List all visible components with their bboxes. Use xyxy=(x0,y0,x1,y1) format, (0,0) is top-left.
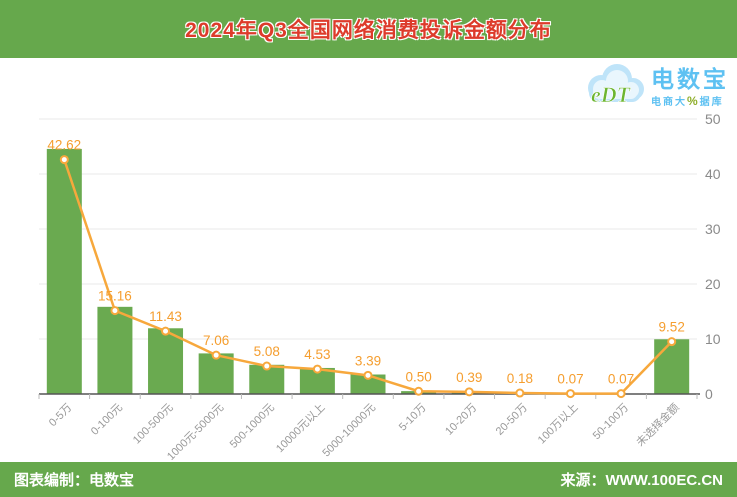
svg-text:eDT: eDT xyxy=(591,82,632,107)
data-point-marker xyxy=(211,350,221,360)
x-axis-category-label: 20-50万 xyxy=(494,402,530,438)
data-point-marker xyxy=(414,386,424,396)
header-bar: 2024年Q3全国网络消费投诉金额分布 xyxy=(0,0,737,58)
y-axis-tick-label: 30 xyxy=(705,221,721,237)
chart-area: 0 10 20 30 40 50 0-5万 0-100元 100-500元 1000元-5000元… xyxy=(0,58,737,462)
value-label: 0.39 xyxy=(456,370,482,385)
value-label: 4.53 xyxy=(304,347,330,362)
value-label: 0.07 xyxy=(608,372,634,387)
y-axis-tick-label: 20 xyxy=(705,276,721,292)
data-point-marker xyxy=(565,389,575,399)
x-axis-category-label: 50-100万 xyxy=(591,402,631,442)
data-point-marker xyxy=(363,370,373,380)
edt-cloud-logo-icon: eDT xyxy=(581,62,647,114)
bar xyxy=(97,306,133,394)
x-axis-category-label: 0-5万 xyxy=(47,402,75,430)
x-axis-category-label: 100-500元 xyxy=(131,402,176,447)
data-point-marker xyxy=(616,389,626,399)
value-label: 5.08 xyxy=(254,344,280,359)
data-point-marker xyxy=(464,387,474,397)
value-label: 0.50 xyxy=(405,369,431,384)
value-label: 15.16 xyxy=(98,289,132,304)
bar xyxy=(46,148,82,394)
y-axis-tick-label: 10 xyxy=(705,331,721,347)
edt-logo-name: 电数宝 xyxy=(651,66,729,92)
value-label: 11.43 xyxy=(149,309,182,324)
value-label: 0.18 xyxy=(507,371,533,386)
bar xyxy=(198,353,234,394)
edt-logo-text: 电数宝 电商大%据库 xyxy=(651,68,729,108)
x-axis-category-label: 5-10万 xyxy=(397,402,429,434)
y-axis-tick-label: 50 xyxy=(705,111,721,127)
data-point-marker xyxy=(110,306,120,316)
chart-title: 2024年Q3全国网络消费投诉金额分布 xyxy=(185,19,552,42)
y-axis-tick-label: 0 xyxy=(705,386,713,402)
bar xyxy=(654,339,690,394)
y-axis-tick-label: 40 xyxy=(705,166,721,182)
x-axis-category-label: 10000元以上 xyxy=(273,401,327,455)
value-label: 9.52 xyxy=(659,320,685,335)
data-point-marker xyxy=(161,326,171,336)
x-axis-category-label: 5000-10000元 xyxy=(320,402,378,460)
x-axis-category-label: 未选择金额 xyxy=(633,400,682,449)
data-point-marker xyxy=(312,364,322,374)
value-label: 42.62 xyxy=(47,138,81,153)
value-label: 0.07 xyxy=(557,372,583,387)
data-point-marker xyxy=(515,388,525,398)
footer-source: 来源：WWW.100EC.CN xyxy=(560,472,723,489)
edt-logo: eDT 电数宝 电商大%据库 xyxy=(581,60,733,116)
data-point-marker xyxy=(59,155,69,165)
x-axis-category-label: 500-1000元 xyxy=(228,402,277,451)
bar xyxy=(148,328,184,394)
footer-credit: 图表编制：电数宝 xyxy=(14,472,135,489)
x-axis-category-label: 0-100元 xyxy=(89,402,125,438)
footer-bar: 图表编制：电数宝 来源：WWW.100EC.CN xyxy=(0,462,737,497)
edt-logo-subtitle: 电商大%据库 xyxy=(651,94,724,108)
data-point-marker xyxy=(262,361,272,371)
value-label: 7.06 xyxy=(203,333,229,348)
value-label: 3.39 xyxy=(355,353,381,368)
data-point-marker xyxy=(667,337,677,347)
x-axis-category-label: 10-20万 xyxy=(443,402,479,438)
percent-glyph: % xyxy=(687,94,700,108)
x-axis-category-label: 100万以上 xyxy=(535,401,581,447)
